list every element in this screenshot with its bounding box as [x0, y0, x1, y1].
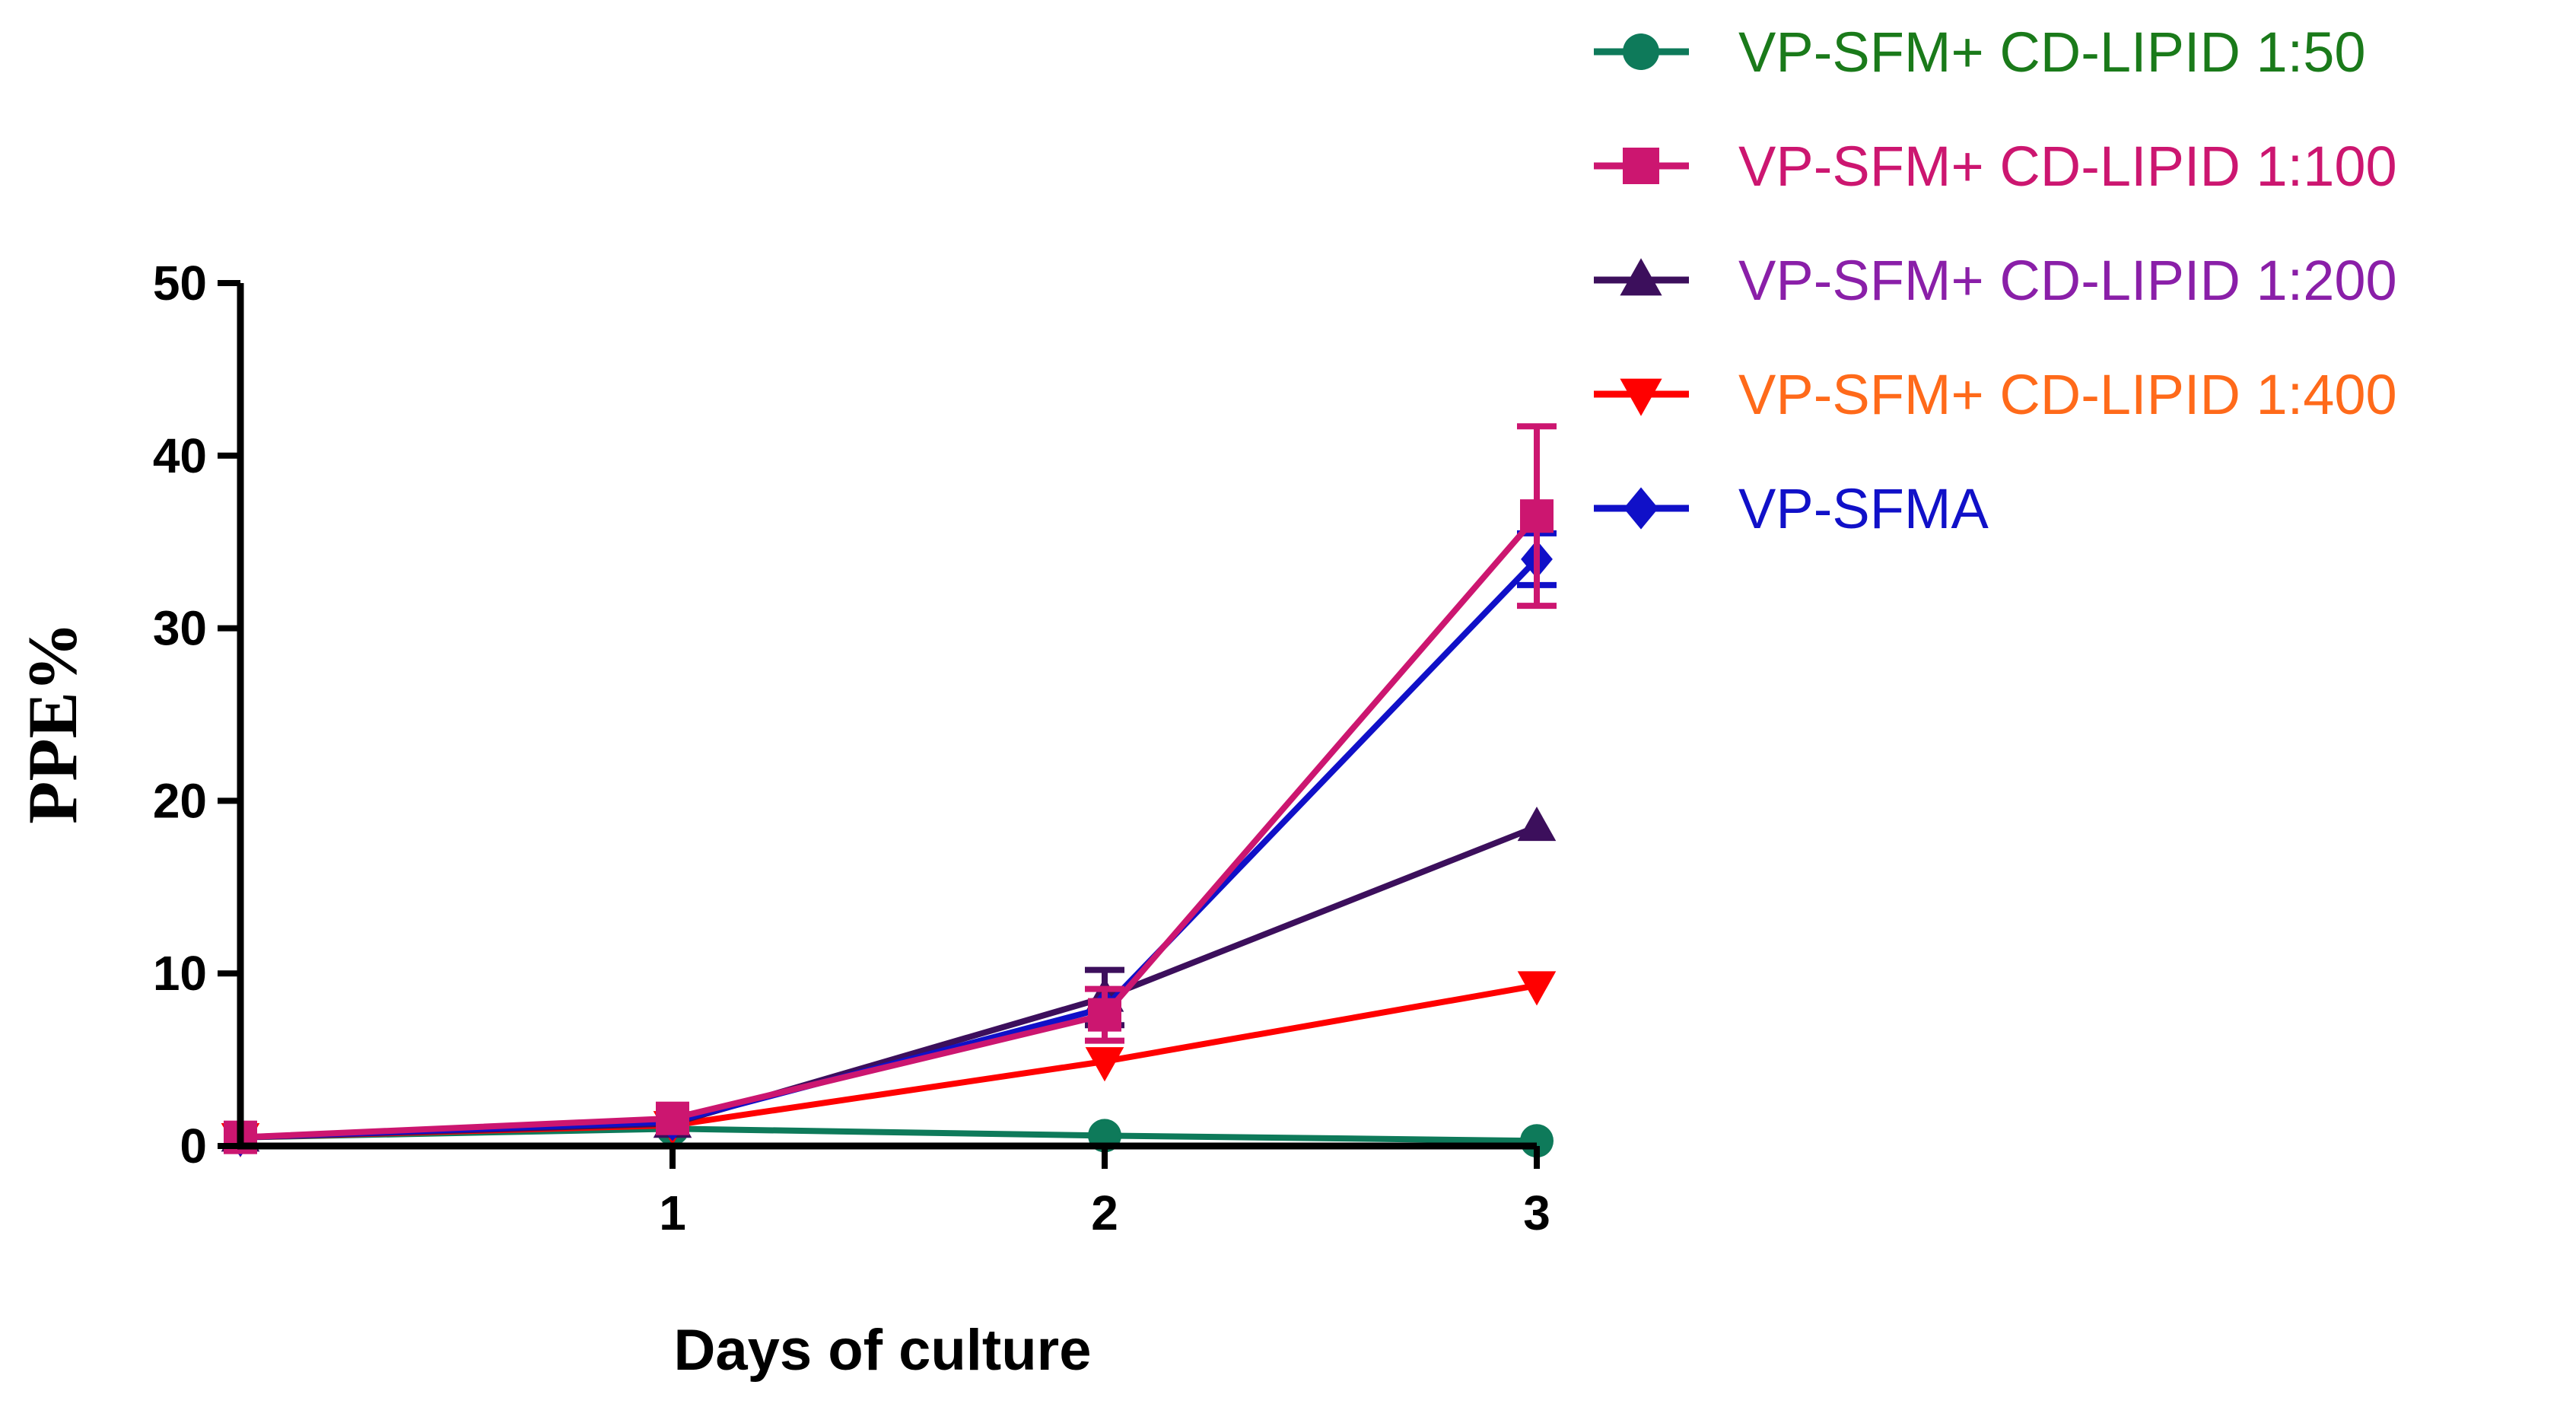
series-3 [221, 807, 1557, 1152]
data-point [1517, 971, 1557, 1006]
y-tick-label: 30 [153, 601, 207, 656]
legend-label: VP-SFM+ CD-LIPID 1:100 [1738, 135, 2397, 198]
y-tick-label: 0 [180, 1119, 207, 1173]
legend-marker [1624, 487, 1658, 530]
legend-item-3: VP-SFM+ CD-LIPID 1:200 [1594, 249, 2397, 312]
legend-item-1: VP-SFM+ CD-LIPID 1:50 [1594, 21, 2366, 84]
legend-marker [1623, 33, 1659, 70]
x-tick-label: 1 [659, 1186, 686, 1240]
legend: VP-SFM+ CD-LIPID 1:50 VP-SFM+ CD-LIPID 1:… [1594, 21, 2397, 540]
legend-label: VP-SFM+ CD-LIPID 1:50 [1738, 21, 2366, 84]
legend-marker [1623, 148, 1659, 184]
y-tick-label: 10 [153, 946, 207, 1001]
legend-label: VP-SFMA [1738, 477, 1989, 540]
x-tick-label: 2 [1091, 1186, 1118, 1240]
plot-area [221, 423, 1557, 1158]
legend-item-4: VP-SFM+ CD-LIPID 1:400 [1594, 363, 2397, 426]
y-tick-label: 50 [153, 256, 207, 310]
y-axis-title: PPE% [14, 622, 91, 824]
y-tick-label: 20 [153, 773, 207, 828]
x-tick-label: 3 [1523, 1186, 1550, 1240]
data-point [1520, 499, 1554, 533]
x-axis-title: Days of culture [673, 1318, 1091, 1383]
data-point [656, 1101, 689, 1135]
series-line [240, 557, 1539, 1141]
data-point [1517, 807, 1557, 842]
data-point [1088, 998, 1121, 1032]
y-tick-label: 40 [153, 428, 207, 483]
series-line [240, 514, 1540, 1141]
legend-marker [1620, 258, 1662, 296]
data-point [1085, 1047, 1124, 1082]
legend-label: VP-SFM+ CD-LIPID 1:200 [1738, 249, 2397, 312]
legend-marker [1620, 378, 1662, 416]
legend-item-5: VP-SFMA [1594, 477, 1989, 540]
series-2 [224, 423, 1557, 1154]
legend-item-2: VP-SFM+ CD-LIPID 1:100 [1594, 135, 2397, 198]
legend-label: VP-SFM+ CD-LIPID 1:400 [1738, 363, 2397, 426]
axes: 0 10 20 30 40 50 1 2 3 [153, 256, 1550, 1240]
